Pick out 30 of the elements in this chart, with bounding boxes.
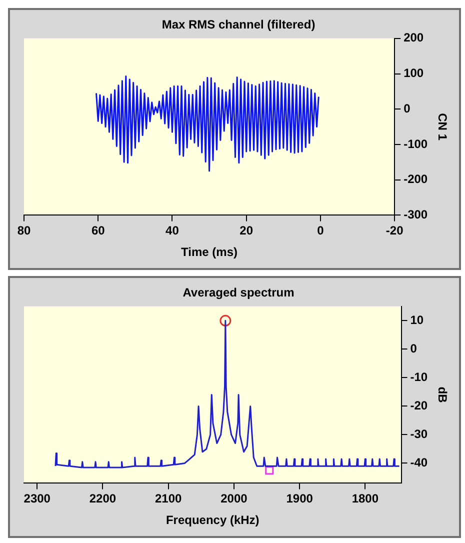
- y-tick-label: 0: [410, 341, 418, 356]
- y-tick-label: -20: [410, 398, 428, 413]
- y-tick-label: 0: [404, 101, 411, 116]
- y-tick-label: 200: [404, 30, 424, 45]
- y-tick-label: 100: [404, 66, 424, 80]
- x-tick-label: 80: [17, 224, 31, 238]
- y-tick-label: -300: [404, 208, 428, 222]
- y-tick-label: -30: [410, 427, 428, 442]
- x-tick-label: 1900: [286, 492, 314, 506]
- x-tick-label: 0: [317, 224, 324, 238]
- x-tick-label: 2000: [220, 492, 248, 506]
- x-tick-label: 2100: [154, 492, 182, 506]
- x-tick-label: 1800: [352, 492, 379, 506]
- y-tick-label: 10: [410, 312, 424, 327]
- y-tick-label: -100: [404, 136, 428, 151]
- x-axis-title: Time (ms): [181, 245, 238, 260]
- x-axis-title: Frequency (kHz): [166, 513, 260, 528]
- x-tick-label: 60: [91, 224, 106, 238]
- x-tick-label: 2300: [24, 492, 51, 506]
- chart-title: Max RMS channel (filtered): [162, 18, 316, 32]
- y-tick-label: -200: [404, 172, 428, 186]
- y-axis-title: CN 1: [435, 113, 450, 141]
- x-tick-label: 2200: [89, 492, 116, 506]
- y-tick-label: -10: [410, 370, 428, 384]
- x-tick-label: 20: [240, 224, 254, 238]
- y-axis-title: dB: [435, 386, 450, 404]
- y-tick-label: -40: [410, 456, 428, 470]
- chart-title: Averaged spectrum: [182, 286, 294, 300]
- x-tick-label: 40: [166, 224, 180, 238]
- x-tick-label: -20: [386, 224, 404, 238]
